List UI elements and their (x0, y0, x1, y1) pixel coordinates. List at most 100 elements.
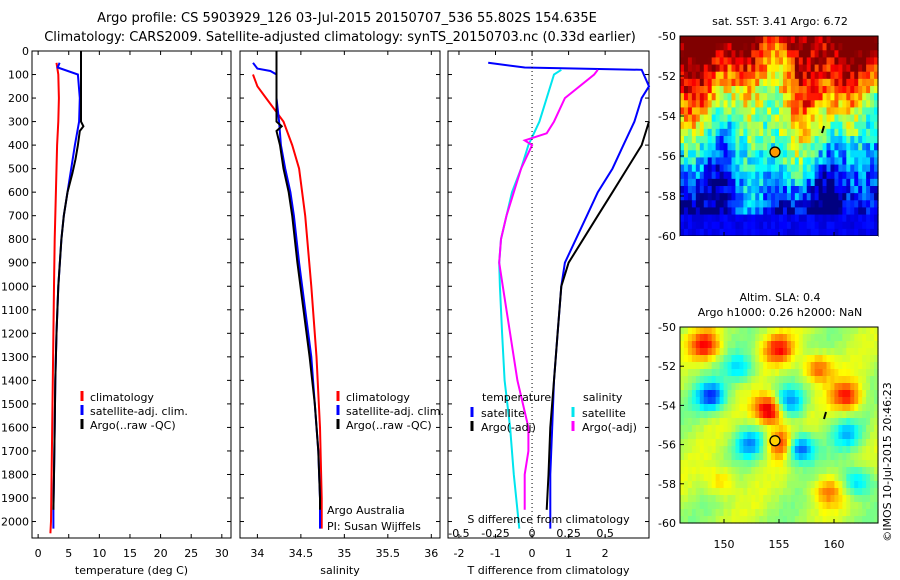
sla-map-cell (842, 516, 847, 524)
sst-map-cell (731, 43, 737, 51)
sla-map-cell (838, 460, 843, 468)
sla-map-cell (719, 516, 725, 524)
sla-map-cell (779, 383, 784, 391)
sst-map-cell (802, 207, 808, 216)
sla-map-cell (755, 341, 760, 349)
sst-map-cell (842, 121, 847, 130)
sst-map-cell (786, 157, 792, 166)
sst-map-cell (755, 43, 760, 51)
sla-map-cell (779, 509, 784, 517)
sst-map-cell (711, 186, 717, 194)
sla-map-cell (798, 341, 804, 349)
sst-map-cell (830, 157, 836, 166)
sla-map-cell (870, 369, 875, 377)
sst-map-cell (680, 107, 685, 116)
sst-map-cell (763, 86, 768, 94)
sst-map-cell (806, 57, 812, 66)
sst-map-cell (691, 50, 697, 59)
sla-map-cell (786, 376, 792, 384)
sla-map-cell (814, 467, 820, 475)
sla-map-cell (802, 362, 808, 370)
sst-map-cell (731, 178, 737, 187)
sla-map-cell (683, 474, 689, 482)
sst-map-cell (818, 178, 824, 187)
sla-map-cell (842, 355, 847, 363)
sla-map-cell (858, 439, 863, 447)
sst-map-cell (874, 107, 879, 116)
sla-map-cell (779, 348, 784, 356)
sst-map-cell (743, 71, 748, 80)
sla-map-cell (782, 481, 788, 489)
sst-map-cell (779, 71, 784, 80)
sla-map-cell (786, 425, 792, 433)
sst-map-cell (747, 221, 752, 230)
sst-map-cell (802, 150, 808, 159)
sla-map-cell (715, 355, 721, 363)
sst-map-cell (771, 78, 776, 87)
sst-map-cell (719, 93, 725, 101)
sst-map-cell (826, 200, 832, 209)
sst-map-cell (680, 86, 685, 94)
sst-map-cell (854, 143, 859, 151)
sst-map-cell (874, 228, 879, 237)
sst-map-cell (826, 43, 832, 51)
sla-map-cell (862, 495, 867, 503)
sla-map-cell (680, 453, 685, 461)
sst-map-cell (862, 71, 867, 80)
sla-map-cell (739, 376, 744, 384)
sla-map-cell (790, 390, 796, 398)
sst-map-cell (687, 214, 693, 223)
sla-map-cell (723, 425, 729, 433)
sst-map-cell (862, 121, 867, 130)
sla-map-cell (838, 439, 843, 447)
sla-map-cell (830, 495, 836, 503)
sst-map-cell (802, 100, 808, 109)
sla-map-cell (834, 376, 839, 384)
sla-map-cell (751, 341, 756, 349)
sla-map-cell (699, 488, 705, 496)
sst-map-cell (838, 193, 843, 201)
sla-map-cell (782, 439, 788, 447)
sst-map-cell (798, 114, 804, 123)
sst-map-cell (759, 78, 764, 87)
sla-map-cell (786, 481, 792, 489)
sst-map-cell (866, 71, 871, 80)
sst-map-cell (818, 193, 824, 201)
sla-map-cell (687, 495, 693, 503)
sla-map-cell (683, 383, 689, 391)
sla-map-cell (810, 467, 816, 475)
sla-map-cell (691, 488, 697, 496)
sst-map-cell (826, 178, 832, 187)
sst-map-cell (727, 57, 733, 66)
sla-map-cell (755, 502, 760, 510)
sst-map-cell (767, 157, 772, 166)
sst-map-cell (814, 93, 820, 101)
sst-map-cell (842, 207, 847, 216)
sst-map-cell (727, 78, 733, 87)
sla-map-cell (779, 397, 784, 405)
sst-map-cell (802, 136, 808, 144)
sst-map-cell (763, 50, 768, 59)
sst-map-cell (874, 128, 879, 137)
sst-map-cell (834, 71, 839, 80)
sla-map-cell (862, 369, 867, 377)
sst-map-cell (699, 171, 705, 180)
sla-map-cell (870, 418, 875, 426)
sla-map-cell (691, 446, 697, 454)
sla-map-cell (834, 397, 839, 405)
sst-map-cell (755, 150, 760, 159)
sla-map-cell (747, 502, 752, 510)
sla-map-cell (727, 460, 733, 468)
sst-map-cell (763, 114, 768, 123)
sst-map-cell (727, 86, 733, 94)
sst-map-cell (743, 171, 748, 180)
sla-map-cell (699, 502, 705, 510)
sst-map-cell (743, 78, 748, 87)
sla-map-cell (755, 474, 760, 482)
sla-map-cell (739, 425, 744, 433)
sla-map-cell (707, 474, 713, 482)
sst-map-cell (731, 100, 737, 109)
sla-map-cell (850, 397, 855, 405)
sst-map-cell (743, 186, 748, 194)
sst-map-cell (771, 136, 776, 144)
